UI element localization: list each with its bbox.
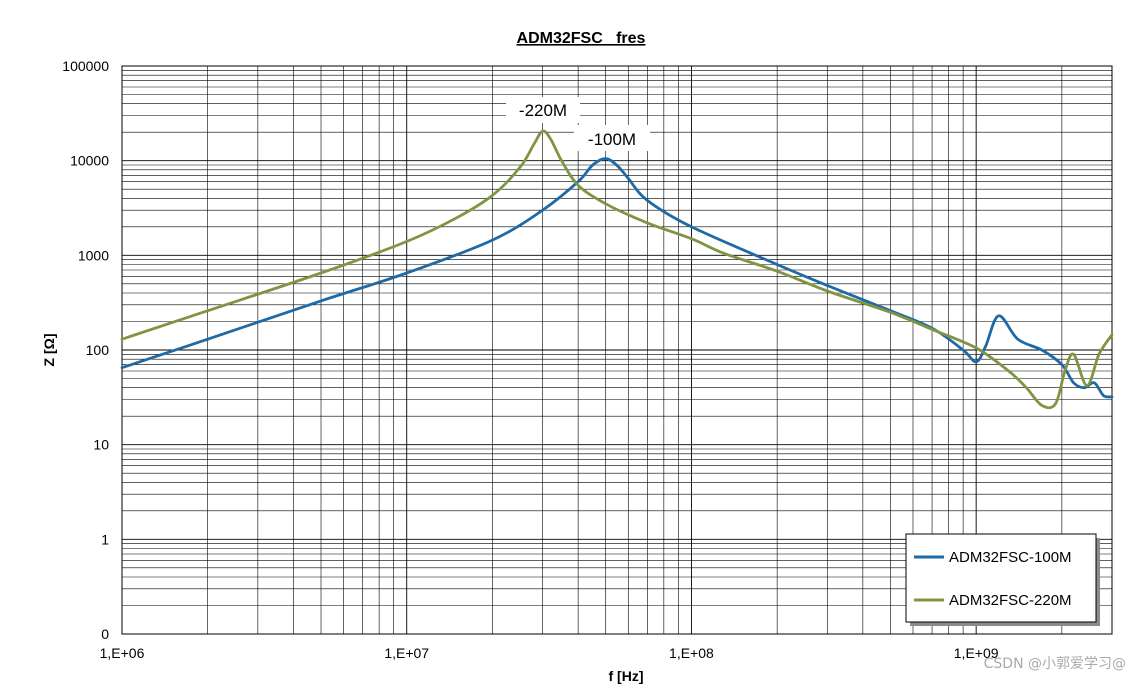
y-tick-label: 100 [86,342,110,358]
x-tick-label: 1,E+06 [100,645,145,661]
y-tick-labels: 0 1 10 100 1000 10000 100000 [62,58,109,642]
legend-box [905,533,1097,623]
y-axis-label: Z [Ω] [41,334,57,367]
x-tick-label: 1,E+07 [384,645,429,661]
y-tick-label: 1000 [78,247,109,263]
series-line-0 [120,157,1114,399]
legend-label-220m: ADM32FSC-220M [949,592,1072,609]
annotation-100m: -100M [588,130,636,149]
y-tick-label: 1 [101,531,109,547]
x-axis-label: f [Hz] [609,668,644,684]
x-tick-label: 1,E+08 [669,645,714,661]
chart-title: ADM32FSC fres [517,30,646,47]
legend-label-100m: ADM32FSC-100M [949,549,1072,566]
y-tick-label: 100000 [62,58,109,74]
series-line-1 [120,129,1114,410]
x-tick-label: 1,E+09 [954,645,999,661]
watermark: CSDN @小郭爱学习@ [984,655,1126,672]
plot-area-frame [121,65,1113,635]
annotation-220m-box [506,97,580,123]
y-tick-label: 10000 [70,153,109,169]
y-tick-label: 10 [93,437,109,453]
annotation-220m: -220M [519,101,567,120]
legend: ADM32FSC-100M ADM32FSC-220M [905,533,1100,626]
annotation-100m-box [574,125,650,151]
y-tick-label: 0 [101,626,109,642]
data-series [120,129,1114,410]
x-tick-labels: 1,E+06 1,E+07 1,E+08 1,E+09 [100,645,999,661]
